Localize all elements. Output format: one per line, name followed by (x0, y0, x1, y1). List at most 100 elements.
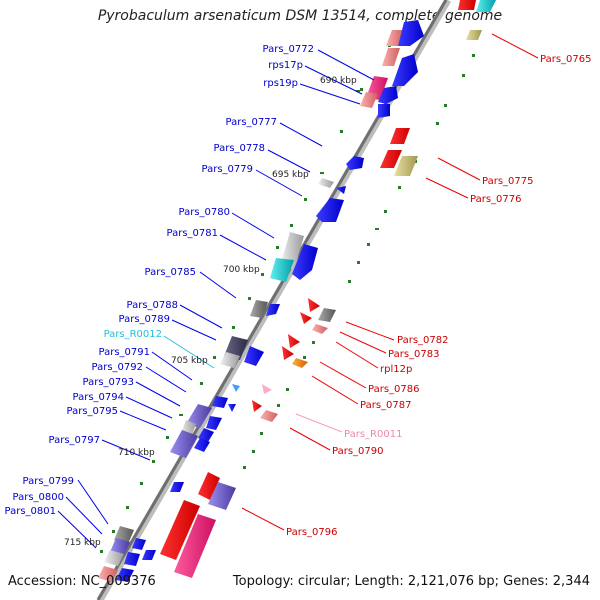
gene-block (312, 324, 328, 334)
gene-block (378, 86, 398, 104)
gene-block (116, 568, 134, 582)
leader-lines-left (57, 49, 375, 549)
gene-label: Pars_0777 (226, 117, 277, 128)
leader-line-rna-right (295, 413, 343, 433)
gene-block (198, 472, 220, 500)
kbp-label: 690 kbp (320, 76, 357, 86)
gene-label: Pars_0799 (23, 476, 74, 487)
gene-block (170, 430, 198, 458)
gene-block (220, 352, 240, 368)
gene-block (266, 304, 280, 316)
gene-block (282, 346, 294, 360)
gene-label: Pars_0765 (540, 54, 591, 65)
gene-label: Pars_0791 (99, 347, 150, 358)
gene-block (170, 482, 184, 492)
gene-block (160, 500, 200, 560)
gene-block (232, 384, 240, 392)
gene-label: Pars_R0011 (344, 429, 402, 440)
gene-label: Pars_0778 (214, 143, 265, 154)
gene-block (394, 156, 418, 176)
gene-block (380, 150, 402, 168)
gene-label: rpl12p (380, 364, 412, 375)
gene-block (250, 300, 268, 318)
kbp-label: 715 kbp (64, 538, 101, 548)
gene-block (316, 198, 344, 222)
gene-label: Pars_0779 (202, 164, 253, 175)
gene-block (398, 20, 424, 46)
gene-block (212, 396, 228, 408)
accession-text: Accession: NC_009376 (8, 574, 156, 589)
kbp-labels: 690 kbp 695 kbp 700 kbp 705 kbp 710 kbp … (64, 76, 357, 548)
gene-label: rps19p (263, 78, 298, 89)
gene-block (124, 552, 140, 566)
gene-label: Pars_0797 (49, 435, 100, 446)
gene-block (244, 346, 264, 366)
gene-block (270, 258, 294, 282)
gene-block (466, 30, 482, 40)
gene-label: Pars_0787 (360, 400, 411, 411)
gene-label: Pars_0800 (13, 492, 64, 503)
gene-block (98, 566, 118, 582)
gene-label: Pars_0781 (167, 228, 218, 239)
gene-label: Pars_0775 (482, 176, 533, 187)
gene-block (292, 244, 318, 280)
kbp-label: 700 kbp (223, 265, 260, 275)
gene-label: Pars_0785 (145, 267, 196, 278)
gene-block (142, 550, 156, 560)
gene-block (292, 358, 308, 368)
kbp-label: 695 kbp (272, 170, 309, 180)
gene-block (392, 54, 418, 86)
gene-label: Pars_0772 (263, 44, 314, 55)
topology-text: Topology: circular; Length: 2,121,076 bp… (232, 574, 590, 589)
gene-label: Pars_0786 (368, 384, 419, 395)
right-gene-labels: Pars_0765 Pars_0775 Pars_0776 Pars_0782 … (286, 54, 591, 538)
gene-label: Pars_0789 (119, 314, 170, 325)
gene-block (288, 334, 300, 348)
kbp-label: 710 kbp (118, 448, 155, 458)
gene-block (104, 550, 124, 566)
kbp-label: 705 kbp (171, 356, 208, 366)
gene-label: Pars_0790 (332, 446, 383, 457)
gene-label: Pars_R0012 (104, 329, 162, 340)
map-title: Pyrobaculum arsenaticum DSM 13514, compl… (97, 8, 503, 24)
reverse-strand-genes (160, 0, 496, 578)
gene-block (174, 514, 216, 578)
gene-block (198, 428, 214, 442)
gene-label: Pars_0792 (92, 362, 143, 373)
gene-block (260, 410, 278, 422)
gene-block (336, 186, 346, 194)
gene-block (318, 178, 334, 188)
gene-block (346, 156, 364, 170)
gene-label: Pars_0796 (286, 527, 337, 538)
gene-label: rps17p (268, 60, 303, 71)
gene-block (262, 384, 272, 394)
gene-block (208, 482, 236, 510)
gene-label: Pars_0794 (73, 392, 124, 403)
gene-block (228, 404, 236, 412)
gene-block (252, 400, 262, 412)
gene-label: Pars_0793 (83, 377, 134, 388)
gene-block (132, 538, 146, 550)
gene-block (194, 438, 210, 452)
gene-block (186, 404, 212, 428)
leader-line-rna (163, 335, 215, 369)
gene-block (382, 48, 400, 66)
gene-block (300, 312, 312, 324)
gene-block (458, 0, 476, 10)
forward-strand-genes (98, 20, 424, 582)
gene-block (378, 104, 390, 118)
gene-label: Pars_0788 (127, 300, 178, 311)
gene-block (360, 92, 378, 108)
gene-block (318, 308, 336, 322)
gene-label: Pars_0776 (470, 194, 521, 205)
gene-block (206, 416, 222, 430)
gene-label: Pars_0780 (179, 207, 230, 218)
gene-label: Pars_0782 (397, 335, 448, 346)
left-gene-labels: Pars_0772 rps17p rps19p Pars_0777 Pars_0… (5, 44, 314, 517)
gene-block (476, 0, 496, 12)
gene-label: Pars_0783 (388, 349, 439, 360)
leader-lines-right (241, 33, 539, 531)
gene-block (308, 298, 320, 312)
gene-label: Pars_0795 (67, 406, 118, 417)
